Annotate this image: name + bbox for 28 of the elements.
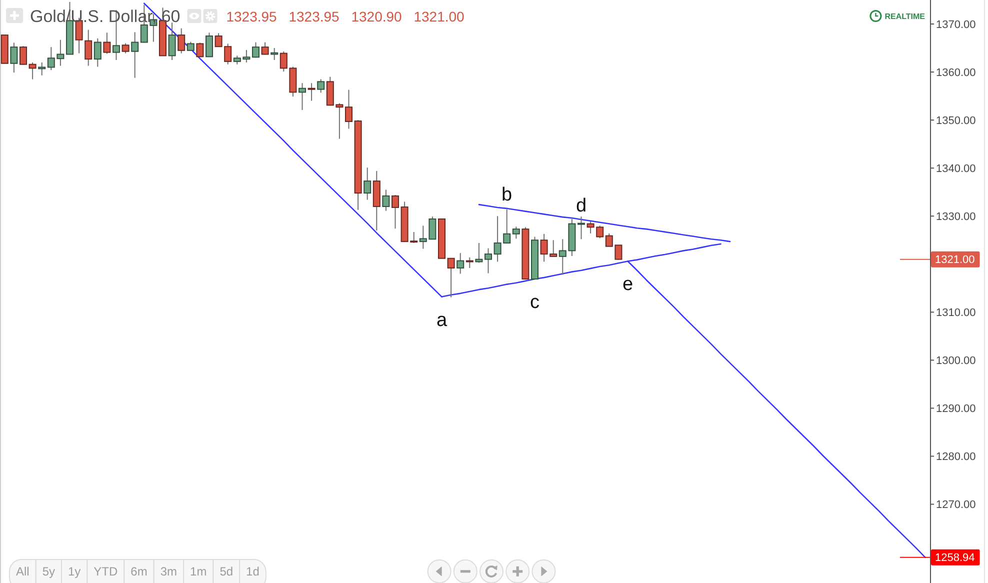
y-tick-label: 1310.00 xyxy=(936,307,976,319)
y-tick-label: 1280.00 xyxy=(936,451,976,464)
data-label: e xyxy=(622,274,634,296)
annotation: 1m xyxy=(190,564,207,579)
text: 1323.95 1323.95 1320.90 1321.00 xyxy=(226,8,465,24)
y-tick-label: 1300.00 xyxy=(936,355,976,368)
ref-line-label: 1321.00 xyxy=(935,254,975,266)
annotation: 5y xyxy=(42,564,56,579)
y-tick-label: 1340.00 xyxy=(936,162,976,175)
data-label: a xyxy=(436,310,448,331)
annotation: 1y xyxy=(68,564,81,579)
data-label: d xyxy=(576,195,587,216)
annotation: 1d xyxy=(246,564,260,579)
annotation: 6m xyxy=(130,564,148,579)
annotation: YTD xyxy=(94,564,118,579)
annotation: REALTIME xyxy=(884,12,926,21)
y-tick-label: 1370.00 xyxy=(936,18,976,31)
annotation: All xyxy=(16,564,30,579)
y-tick-label: 1330.00 xyxy=(936,210,976,223)
data-label: b xyxy=(502,184,512,206)
annotation: 3m xyxy=(160,564,178,579)
ref-line-label: 1258.94 xyxy=(935,552,975,564)
y-tick-label: 1270.00 xyxy=(936,499,976,512)
data-label: c xyxy=(530,292,540,314)
y-tick-label: 1360.00 xyxy=(936,66,976,79)
annotation: 5d xyxy=(220,564,234,579)
y-tick-label: 1350.00 xyxy=(936,114,976,127)
y-tick-label: 1290.00 xyxy=(936,403,976,416)
